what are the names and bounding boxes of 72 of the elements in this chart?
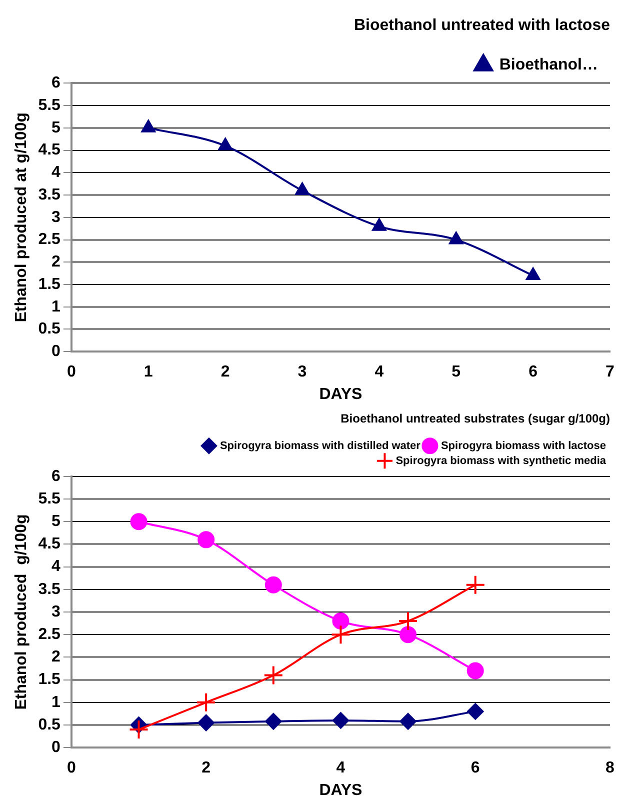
point	[263, 665, 284, 686]
x-tick-label: 6	[470, 760, 480, 777]
y-tick-label: 2	[52, 254, 61, 271]
point	[198, 714, 215, 732]
point	[400, 712, 417, 730]
x-tick-label: 3	[298, 364, 307, 381]
x-tick-label: 2	[220, 364, 230, 381]
x-tick-label: 6	[528, 364, 538, 381]
y-tick-label: 3.5	[38, 580, 61, 598]
point	[465, 574, 486, 595]
x-tick-label: 4	[374, 364, 384, 381]
y-tick-label: 5.5	[38, 96, 61, 114]
legend-label: Spirogyra biomass with distilled water	[220, 440, 422, 452]
x-tick-label: 5	[452, 364, 461, 381]
point	[332, 612, 350, 630]
y-tick-label: 2	[52, 648, 61, 666]
x-axis-title: DAYS	[319, 386, 363, 403]
y-tick-label: 2.5	[38, 231, 61, 248]
x-tick-label: 8	[606, 760, 615, 777]
point	[264, 712, 282, 730]
point	[198, 531, 215, 548]
point	[218, 137, 233, 150]
y-tick-label: 3.5	[38, 186, 61, 204]
x-tick-label: 4	[336, 760, 346, 777]
y-tick-label: 6	[52, 74, 61, 92]
x-tick-label: 1	[144, 364, 153, 381]
legend-label: Spirogyra biomass with lactose	[440, 440, 606, 452]
x-tick-label: 0	[66, 760, 76, 777]
chart-title: Bioethanol untreated with lactose	[354, 17, 610, 34]
point	[448, 231, 464, 244]
y-tick-label: 1.5	[38, 671, 61, 688]
y-tick-label: 0	[52, 343, 61, 360]
point	[128, 720, 149, 740]
y-tick-label: 4.5	[38, 536, 61, 553]
point	[264, 576, 282, 594]
y-tick-label: 0.5	[38, 320, 61, 338]
x-tick-label: 0	[66, 364, 76, 381]
y-tick-label: 1	[52, 298, 61, 316]
y-tick-label: 3	[52, 208, 61, 226]
y-tick-label: 5	[52, 513, 61, 530]
y-tick-label: 6	[52, 468, 61, 485]
y-tick-label: 1	[52, 694, 61, 711]
x-tick-label: 2	[202, 760, 211, 777]
point	[330, 624, 351, 645]
point	[294, 182, 310, 196]
point	[140, 119, 156, 132]
x-tick-label: 7	[606, 364, 615, 381]
y-tick-label: 2.5	[38, 626, 61, 644]
x-axis-title: DAYS	[319, 782, 363, 799]
point	[526, 267, 540, 280]
y-axis-title: Ethanol produced g/100g	[13, 514, 30, 710]
y-tick-label: 4	[52, 164, 61, 182]
legend-label: Bioethanol…	[499, 56, 598, 74]
chart-title: Bioethanol untreated substrates (sugar g/100g)	[340, 412, 610, 426]
y-tick-label: 4	[52, 558, 61, 576]
y-tick-label: 1.5	[38, 276, 61, 293]
y-tick-label: 5	[52, 119, 61, 136]
point	[398, 611, 418, 632]
y-tick-label: 0.5	[38, 716, 61, 734]
point	[466, 702, 484, 720]
point	[196, 692, 216, 712]
y-tick-label: 3	[52, 603, 61, 620]
y-axis-title: Ethanol produced at g/100g	[13, 112, 30, 322]
y-tick-label: 5.5	[38, 490, 61, 508]
point	[332, 712, 350, 729]
point	[372, 218, 387, 231]
point	[466, 662, 484, 680]
legend-label: Spirogyra biomass with synthetic media	[396, 454, 607, 467]
point	[400, 626, 417, 644]
y-tick-label: 4.5	[38, 142, 61, 159]
y-tick-label: 0	[52, 739, 61, 756]
point	[130, 513, 148, 530]
